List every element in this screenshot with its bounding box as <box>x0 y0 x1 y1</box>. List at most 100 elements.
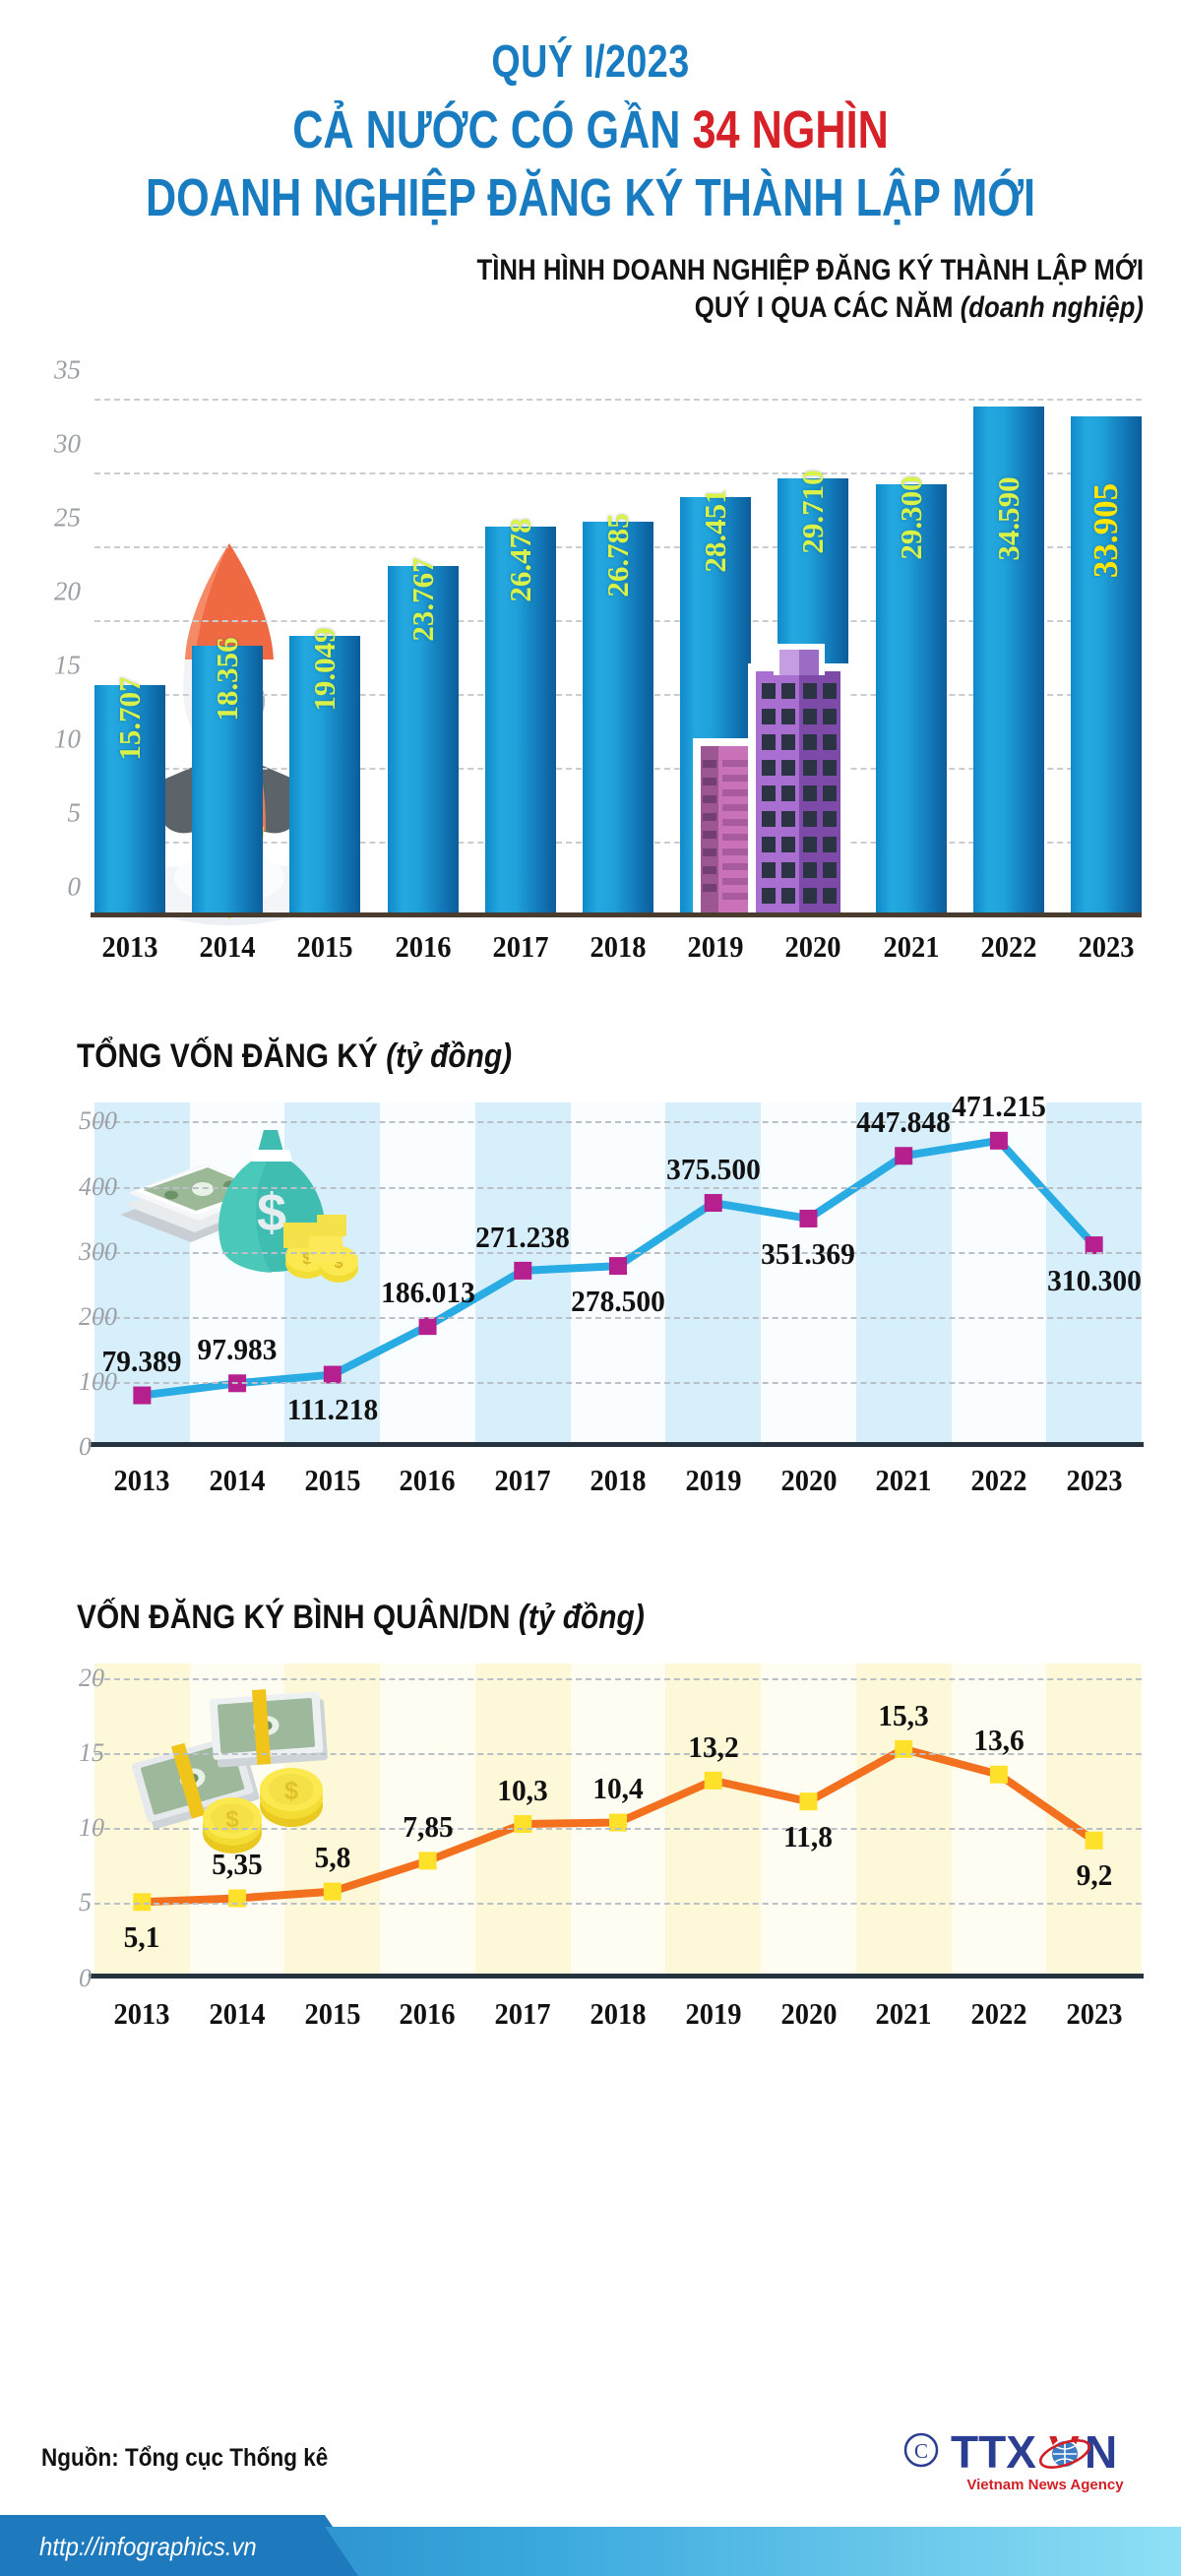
svg-text:N: N <box>1085 2426 1117 2478</box>
chart-gridline <box>94 1903 1142 1906</box>
chart-2-point-value: 186.013 <box>380 1274 475 1309</box>
chart-3-xlabel: 2022 <box>970 1995 1027 2031</box>
chart-2-xlabel: 2023 <box>1066 1462 1123 1497</box>
chart-band <box>855 1663 952 1979</box>
chart-3-point-value: 15,3 <box>878 1697 929 1732</box>
chart-2-point-value: 278.500 <box>571 1283 665 1318</box>
chart-2-point-value: 271.238 <box>475 1219 571 1254</box>
chart-3-point-value: 5,35 <box>212 1847 263 1882</box>
chart-2-title: TỔNG VỐN ĐĂNG KÝ (tỷ đồng) <box>77 1037 512 1076</box>
chart-1-xlabel: 2013 <box>101 928 158 964</box>
chart-gridline <box>94 1828 1142 1831</box>
chart-2-xlabel: 2015 <box>304 1462 361 1497</box>
chart-3-xlabel: 2018 <box>590 1995 647 2031</box>
chart-3-xlabel: 2017 <box>494 1995 551 2031</box>
chart-3-xlabel: 2019 <box>685 1995 742 2031</box>
chart-3-title-main: VỐN ĐĂNG KÝ BÌNH QUÂN/DN <box>77 1598 519 1636</box>
chart-1-bar-value: 29.710 <box>795 470 831 554</box>
page-footer: Nguồn: Tổng cục Thống kê http://infograp… <box>0 2399 1181 2576</box>
chart-2-plot: $ $ $ <box>89 1101 1144 1447</box>
chart-gridline <box>94 1316 1142 1319</box>
chart-2-point-value: 79.389 <box>101 1344 182 1379</box>
chart-1-bar: 23.767 <box>387 558 459 917</box>
chart-band <box>665 1101 762 1447</box>
website-url[interactable]: http://infographics.vn <box>39 2532 257 2561</box>
chart-1-xlabel: 2015 <box>296 928 353 964</box>
chart-band <box>1046 1101 1142 1447</box>
page-header: QUÝ I/2023 CẢ NƯỚC CÓ GẦN 34 NGHÌN DOANH… <box>0 0 1181 226</box>
chart-1-bar-value: 29.300 <box>893 475 928 560</box>
chart-1-xlabel: 2017 <box>492 928 549 964</box>
chart-1-bar: 19.049 <box>289 627 361 917</box>
chart-2-xaxis-labels: 2013 2014 2015 2016 2017 2018 2019 2020 2021 2022… <box>94 1463 1142 1498</box>
chart-3-point-value: 7,85 <box>402 1809 454 1845</box>
chart-1-ytick: 30 <box>54 428 81 459</box>
chart-2-point-value: 447.848 <box>856 1103 952 1139</box>
url-bar <box>0 2515 1181 2576</box>
chart-3-point-value: 13,6 <box>973 1723 1025 1758</box>
chart-1-xlabel: 2016 <box>395 928 452 964</box>
chart-3-point-value: 11,8 <box>783 1818 834 1853</box>
svg-text:$: $ <box>284 1776 299 1805</box>
chart-1-bar-value: 26.478 <box>502 517 537 602</box>
money-bag-icon: $ $ $ <box>114 1120 370 1292</box>
chart-band <box>665 1663 762 1979</box>
chart-3-xlabel: 2021 <box>875 1995 932 2031</box>
headline-line-2: DOANH NGHIỆP ĐĂNG KÝ THÀNH LẬP MỚI <box>145 167 1036 227</box>
chart-1-xlabel: 2018 <box>590 928 647 964</box>
chart-2-xlabel: 2017 <box>494 1462 551 1497</box>
chart-1-bar: 18.356 <box>192 638 264 917</box>
svg-text:$: $ <box>335 1255 343 1272</box>
chart-1-plot: 35 30 25 20 15 10 5 0 15.707 18.356 19.049… <box>54 354 1142 917</box>
chart-2-point-value: 97.983 <box>197 1331 278 1366</box>
source-note: Nguồn: Tổng cục Thống kê <box>41 2444 329 2472</box>
chart-1-xlabel: 2014 <box>199 928 256 964</box>
chart-1-title: TÌNH HÌNH DOANH NGHIỆP ĐĂNG KÝ THÀNH LẬP… <box>466 252 1144 328</box>
chart-3-point-value: 10,4 <box>592 1771 644 1806</box>
svg-text:TTX: TTX <box>951 2426 1036 2478</box>
chart-1-ytick: 25 <box>54 502 81 533</box>
headline-prefix: CẢ NƯỚC CÓ GẦN <box>292 100 693 160</box>
chart-gridline <box>94 1186 1142 1189</box>
chart-1-title-line-2: QUÝ I QUA CÁC NĂM <box>694 291 961 325</box>
chart-1-bar-slot: 23.767 <box>387 371 459 917</box>
chart-1-bar-value: 34.590 <box>990 476 1026 561</box>
chart-2-point-value: 351.369 <box>761 1235 856 1271</box>
chart-gridline <box>94 1381 1142 1384</box>
chart-1-bar: 26.478 <box>484 518 556 917</box>
chart-gridline <box>94 1677 1142 1680</box>
chart-3-plot: $ $ <box>89 1663 1144 1979</box>
chart-gridline <box>94 1251 1142 1254</box>
chart-1-xlabel: 2023 <box>1078 928 1135 964</box>
chart-3-point-value: 10,3 <box>497 1772 549 1807</box>
chart-1-ytick: 20 <box>54 576 81 606</box>
chart-2-xlabel: 2019 <box>685 1462 742 1497</box>
chart-1-xlabel: 2020 <box>784 928 841 964</box>
chart-1-bar-slot: 26.478 <box>484 371 556 917</box>
chart-1-bar-slot: 19.049 <box>289 371 361 917</box>
chart-1-title-unit: (doanh nghiệp) <box>960 291 1144 325</box>
chart-2-point-value: 111.218 <box>286 1392 379 1427</box>
chart-3-xaxis-labels: 2013 2014 2015 2016 2017 2018 2019 2020 2021 2022… <box>94 1996 1142 2032</box>
chart-1-bar-slot: 29.300 <box>875 371 947 917</box>
chart-2-xlabel: 2013 <box>113 1462 170 1497</box>
chart-2-point-value: 310.300 <box>1046 1262 1142 1297</box>
chart-1-title-line-1: TÌNH HÌNH DOANH NGHIỆP ĐĂNG KÝ THÀNH LẬP… <box>476 253 1145 286</box>
chart-2-xlabel: 2022 <box>970 1462 1027 1497</box>
chart-1-xaxis-labels: 2013 2014 2015 2016 2017 2018 2019 2020 2021 2022… <box>94 929 1142 965</box>
chart-3-point-value: 9,2 <box>1076 1857 1113 1893</box>
cash-coins-icon: $ $ <box>122 1677 368 1854</box>
chart-1-xlabel: 2021 <box>882 928 940 964</box>
svg-text:$: $ <box>257 1183 286 1242</box>
chart-1-bar-slot: 15.707 <box>94 371 165 917</box>
chart-gridline <box>94 1753 1142 1756</box>
chart-2-line <box>133 1131 1103 1405</box>
chart-1-bar-value: 18.356 <box>210 637 245 722</box>
chart-3-point-value: 5,8 <box>314 1840 351 1875</box>
chart-2-xlabel: 2014 <box>209 1462 266 1497</box>
chart-3-line <box>133 1739 1103 1911</box>
buildings-icon <box>646 622 892 917</box>
chart-1-ytick: 0 <box>67 871 82 902</box>
chart-1-bar-value: 23.767 <box>404 557 440 642</box>
headline-highlight: 34 NGHÌN <box>692 100 889 160</box>
